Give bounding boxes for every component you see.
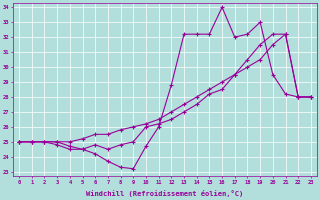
- X-axis label: Windchill (Refroidissement éolien,°C): Windchill (Refroidissement éolien,°C): [86, 190, 244, 197]
